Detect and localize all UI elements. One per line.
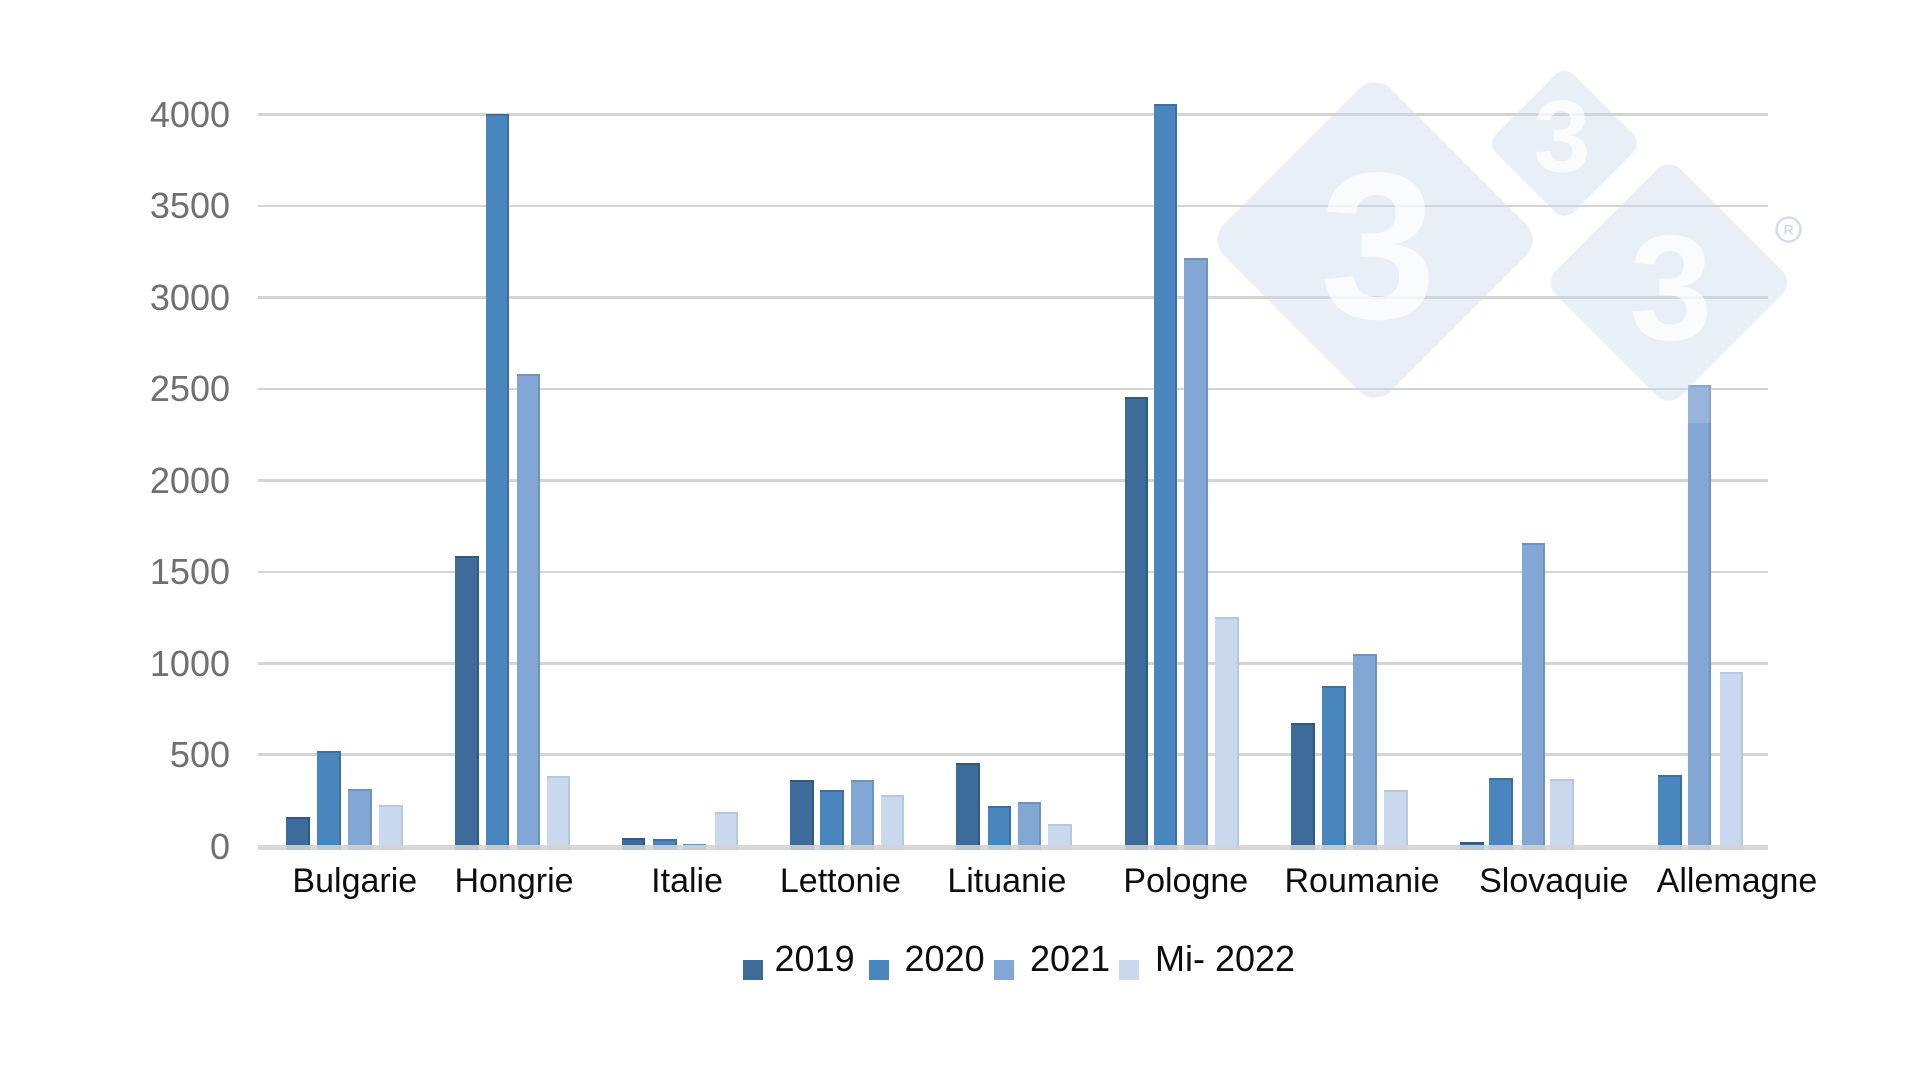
svg-text:3: 3 <box>1534 80 1591 194</box>
svg-text:3: 3 <box>1629 204 1712 372</box>
svg-text:R: R <box>1783 222 1793 238</box>
svg-text:3: 3 <box>1320 130 1436 363</box>
